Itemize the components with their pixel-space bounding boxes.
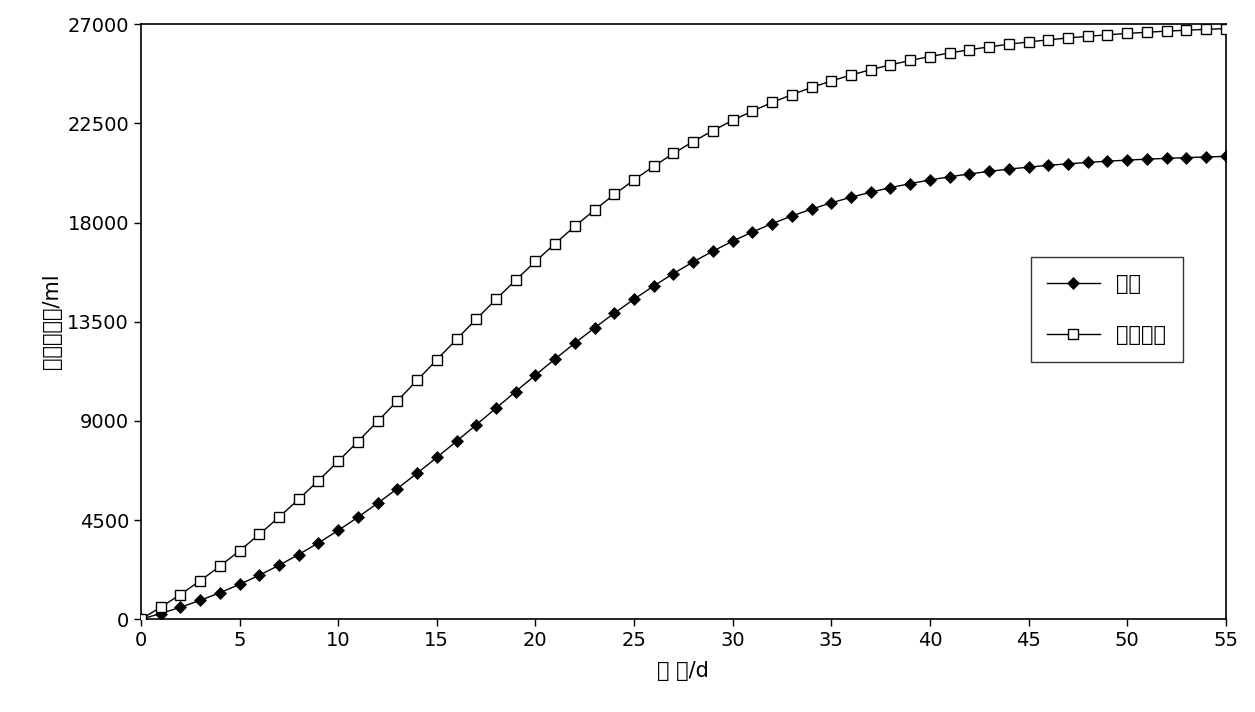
对照 [153, 609, 168, 618]
X-axis label: 时 间/d: 时 间/d [658, 661, 709, 681]
汽爆处理 [804, 83, 820, 92]
对照 [528, 371, 543, 379]
Legend: 对照, 汽爆处理: 对照, 汽爆处理 [1030, 258, 1183, 362]
Line: 汽爆处理: 汽爆处理 [136, 23, 1231, 624]
Line: 对照: 对照 [137, 152, 1230, 623]
汽爆处理 [153, 603, 168, 612]
汽爆处理 [133, 615, 148, 624]
对照 [961, 169, 976, 178]
对照 [745, 228, 761, 236]
汽爆处理 [843, 70, 858, 79]
汽爆处理 [528, 257, 543, 266]
对照 [1219, 152, 1234, 161]
对照 [133, 615, 148, 624]
汽爆处理 [1219, 24, 1234, 33]
汽爆处理 [961, 46, 976, 54]
对照 [843, 193, 858, 201]
汽爆处理 [745, 107, 761, 115]
对照 [804, 205, 820, 214]
Y-axis label: 累积产气量/ml: 累积产气量/ml [41, 274, 61, 370]
